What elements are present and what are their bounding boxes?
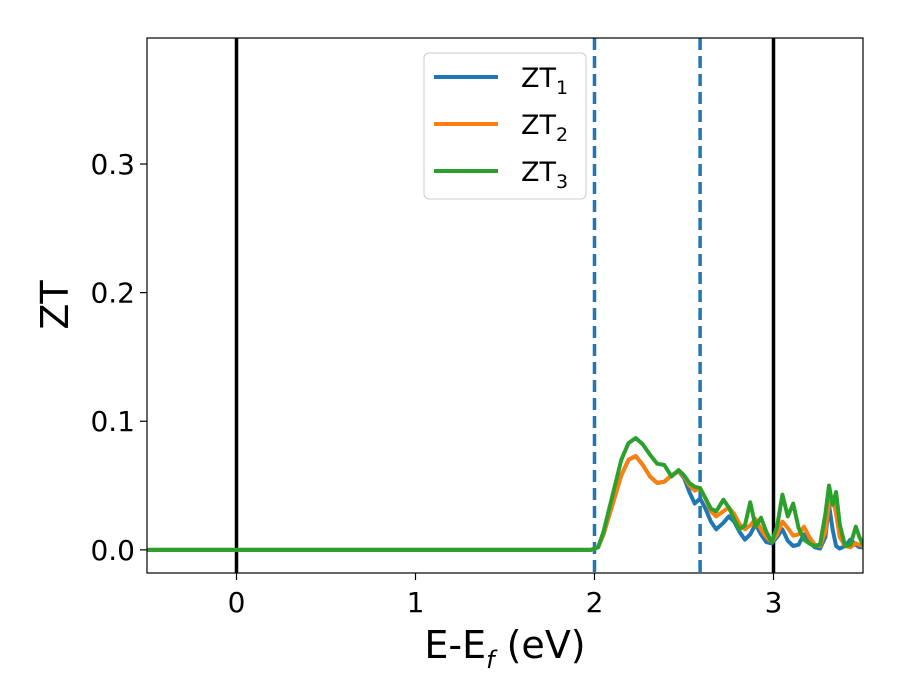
y-axis-label: ZT xyxy=(33,280,77,330)
legend: ZT1 ZT2 ZT3 xyxy=(423,52,587,200)
y-tick-label: 0.3 xyxy=(90,148,135,181)
x-axis-label-main: E-E xyxy=(424,623,486,667)
legend-label-zt1: ZT1 xyxy=(521,63,568,99)
x-axis-label: E-Ef (eV) xyxy=(424,623,585,674)
x-tick-label: 0 xyxy=(228,586,246,619)
legend-label-zt3: ZT3 xyxy=(521,157,568,193)
legend-label-zt2: ZT2 xyxy=(521,110,568,146)
series-lines xyxy=(147,436,863,552)
y-tick-label: 0.2 xyxy=(90,277,135,310)
x-axis-label-unit: (eV) xyxy=(495,623,586,667)
y-axis-ticks: 0.0 0.1 0.2 0.3 xyxy=(90,148,147,567)
y-tick-label: 0.0 xyxy=(90,534,135,567)
series-line-zt3 xyxy=(147,436,863,552)
reference-lines xyxy=(234,38,776,573)
plot-frame xyxy=(146,37,864,574)
y-tick-label: 0.1 xyxy=(90,405,135,438)
legend-box xyxy=(423,52,587,200)
x-axis-ticks: 0 1 2 3 xyxy=(228,573,783,619)
x-tick-label: 2 xyxy=(586,586,604,619)
x-tick-label: 3 xyxy=(765,586,783,619)
x-tick-label: 1 xyxy=(407,586,425,619)
